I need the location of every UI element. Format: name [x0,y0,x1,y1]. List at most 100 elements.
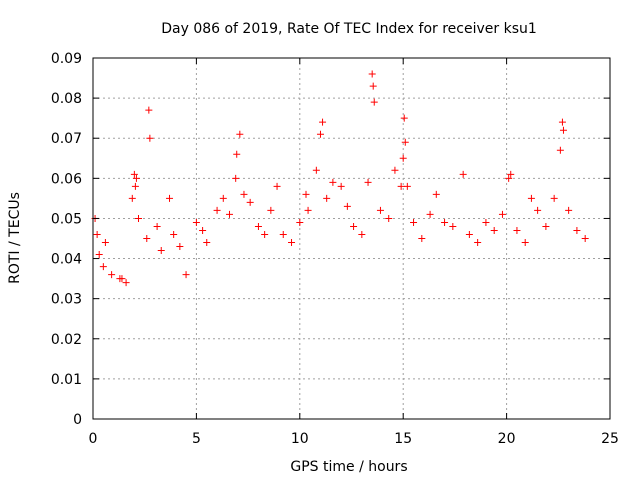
data-point [146,134,154,142]
data-point [157,247,165,255]
x-axis-label: GPS time / hours [290,459,407,475]
data-point [426,210,434,218]
data-point [219,194,227,202]
data-point [199,226,207,234]
data-point [213,206,221,214]
data-point [397,182,405,190]
data-point [273,182,281,190]
data-point [441,218,449,226]
data-point [573,226,581,234]
data-point [312,166,320,174]
y-tick-label: 0.06 [51,171,82,187]
data-point [166,194,174,202]
data-point [505,174,513,182]
y-tick-label: 0.05 [51,211,82,227]
data-point [130,170,138,178]
data-point [542,222,550,230]
data-point [364,178,372,186]
data-point [233,150,241,158]
data-points [91,70,589,287]
data-point [558,118,566,126]
data-point [459,170,467,178]
data-point [498,210,506,218]
data-point [527,194,535,202]
y-tick-label: 0.01 [51,372,82,388]
data-point [261,230,269,238]
data-point [329,178,337,186]
data-point [565,206,573,214]
data-point [391,166,399,174]
data-point [410,218,418,226]
plot-frame [92,57,611,420]
data-point [240,190,248,198]
x-tick-label: 0 [89,431,98,447]
axis-ticks: 0 5 10 15 20 25 0 0.01 0.02 0.03 0.04 0.05 0.06 0.07 0… [51,51,619,447]
data-point [490,226,498,234]
data-point [192,218,200,226]
data-point [385,214,393,222]
data-point [288,239,296,247]
data-point [236,130,244,138]
data-point [296,218,304,226]
data-point [128,194,136,202]
data-point [99,263,107,271]
data-point [254,222,262,230]
data-point [134,214,142,222]
data-point [304,206,312,214]
data-point [521,239,529,247]
data-point [370,98,378,106]
data-point [122,279,130,287]
data-point [513,226,521,234]
data-point [302,190,310,198]
data-point [400,114,408,122]
x-tick-label: 5 [192,431,201,447]
data-point [337,182,345,190]
x-tick-label: 20 [498,431,516,447]
data-point [368,70,376,78]
data-point [132,174,140,182]
data-point [279,230,287,238]
y-tick-label: 0.04 [51,252,82,268]
data-point [474,239,482,247]
y-tick-label: 0.02 [51,332,82,348]
data-point [95,251,103,259]
data-point [246,198,254,206]
y-tick-label: 0.08 [51,91,82,107]
x-tick-label: 15 [394,431,412,447]
data-point [232,174,240,182]
data-point [581,235,589,242]
data-point [449,222,457,230]
x-tick-label: 10 [291,431,309,447]
data-point [507,170,515,178]
data-point [559,126,567,134]
data-point [556,146,564,154]
data-point [143,235,151,242]
data-point [267,206,275,214]
data-point [203,239,211,247]
data-point [403,182,411,190]
data-point [108,271,116,279]
data-point [358,230,366,238]
data-point [101,239,109,247]
data-point [418,235,426,242]
data-point [316,130,324,138]
data-point [225,210,233,218]
y-tick-label: 0.03 [51,292,82,308]
data-point [376,206,384,214]
y-tick-label: 0 [73,412,82,428]
y-tick-label: 0.07 [51,131,82,147]
data-point [432,190,440,198]
data-point [343,202,351,210]
data-point [118,275,126,283]
data-point [482,218,490,226]
data-point [145,106,153,114]
data-point [153,222,161,230]
chart-title: Day 086 of 2019, Rate Of TEC Index for r… [161,21,537,37]
x-tick-label: 25 [601,431,619,447]
data-point [131,182,139,190]
data-point [182,271,190,279]
data-point [93,230,101,238]
data-point [350,222,358,230]
